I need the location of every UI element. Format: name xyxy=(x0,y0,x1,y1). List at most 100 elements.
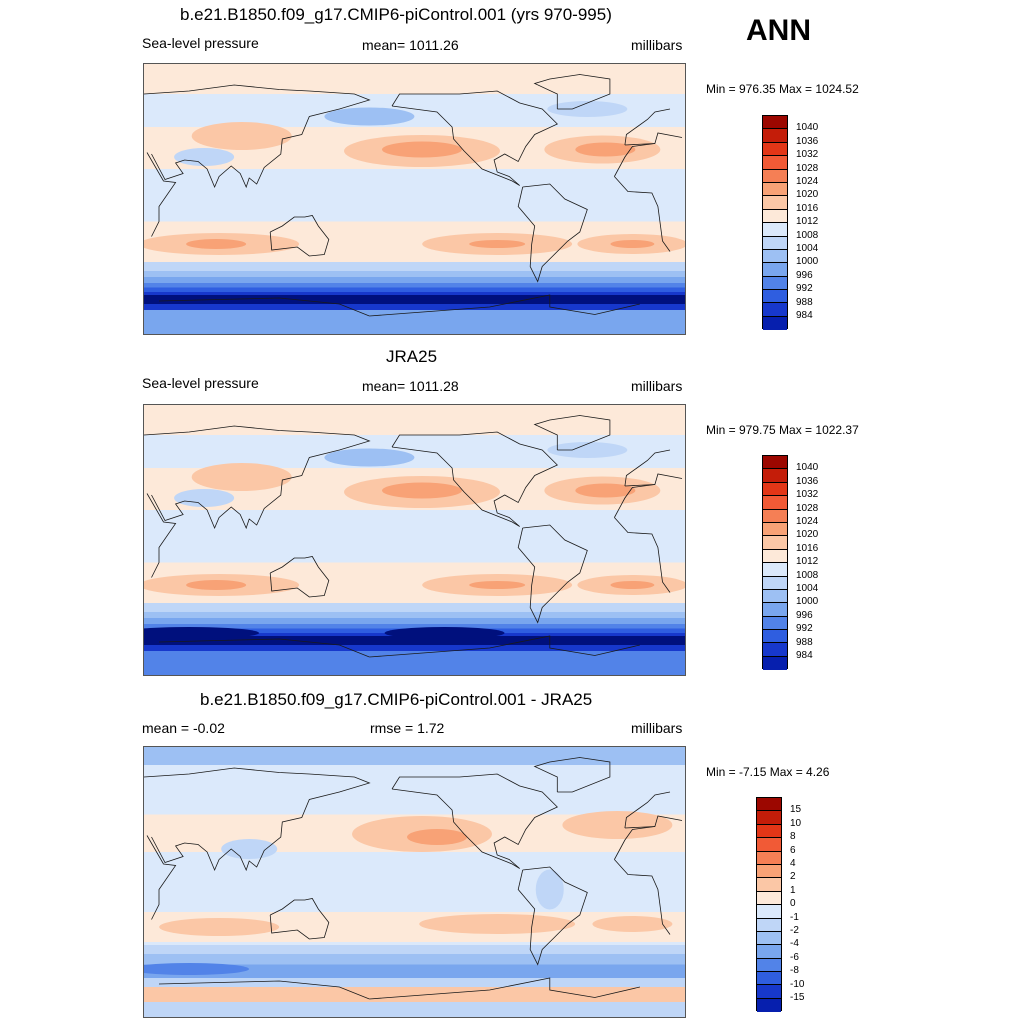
colorbar-swatch xyxy=(757,851,781,865)
panel-3-units-label: millibars xyxy=(631,720,683,736)
panel-1-map xyxy=(143,63,686,335)
africa-outline xyxy=(614,484,655,518)
colorbar-swatches xyxy=(756,797,782,1013)
southern-ocean-neg-2 xyxy=(144,954,685,965)
colorbar-tick-label: 984 xyxy=(796,650,813,661)
storm-track-band-4 xyxy=(144,624,685,629)
pacific-southern-negative xyxy=(409,967,510,977)
panel-1-minmax: Min = 976.35 Max = 1024.52 xyxy=(706,82,859,96)
colorbar-swatch xyxy=(757,918,781,932)
colorbar-tick-label: -4 xyxy=(790,938,799,950)
antarctic-low-west xyxy=(144,627,260,639)
aleutian-low xyxy=(324,448,415,467)
panel-2-map xyxy=(143,404,686,676)
asia-negative xyxy=(221,839,278,859)
storm-track-band-3 xyxy=(144,618,685,624)
colorbar-tick-label: 1008 xyxy=(796,229,819,241)
panel-3-title: b.e21.B1850.f09_g17.CMIP6-piControl.001 … xyxy=(200,690,593,709)
arctic-band xyxy=(144,64,685,94)
siberian-high xyxy=(191,463,292,491)
colorbar-tick-label: 1032 xyxy=(796,149,819,161)
north-america-outline xyxy=(391,431,558,527)
colorbar-swatch xyxy=(763,522,787,537)
colorbar-tick-label: 1024 xyxy=(796,176,819,187)
greenland-outline xyxy=(533,757,611,793)
colorbar-swatch xyxy=(757,811,781,825)
colorbar-swatch xyxy=(763,276,787,291)
indian-ocean-high-core xyxy=(186,580,247,590)
colorbar-swatch xyxy=(757,931,781,946)
colorbar-swatch xyxy=(763,643,787,657)
colorbar-tick-label: 8 xyxy=(790,831,796,843)
colorbar-swatch xyxy=(763,196,787,210)
colorbar-swatch xyxy=(763,656,787,671)
colorbar-swatch xyxy=(757,998,781,1013)
colorbar-swatch xyxy=(763,456,787,470)
colorbar-swatch xyxy=(763,563,787,577)
colorbar-swatch xyxy=(757,945,781,959)
storm-track-band-4 xyxy=(144,283,685,288)
greenland-outline xyxy=(533,74,611,110)
indian-ocean-positive xyxy=(159,918,280,936)
africa-outline xyxy=(614,143,655,177)
colorbar-tick-label: 1016 xyxy=(796,202,819,214)
antarctica-outline xyxy=(158,980,370,1000)
colorbar-tick-label: 1004 xyxy=(796,583,819,594)
southern-ocean-neg-4 xyxy=(144,978,685,987)
colorbar-tick-label: 1008 xyxy=(796,569,819,581)
colorbar-swatch xyxy=(763,116,787,130)
africa-outline xyxy=(146,152,177,237)
south-america-outline xyxy=(517,524,588,624)
africa-outline xyxy=(614,859,671,935)
panel-3-map xyxy=(143,746,686,1018)
eurasia-outline xyxy=(624,108,671,146)
eurasia-outline xyxy=(624,815,683,829)
colorbar-swatch xyxy=(763,263,787,277)
colorbar-tick-label: -8 xyxy=(790,965,799,977)
colorbar-tick-label: 1016 xyxy=(796,542,819,554)
eurasia-outline xyxy=(144,84,371,189)
australia-outline xyxy=(269,215,330,257)
antarctic-interior xyxy=(144,651,685,675)
panel-3-minmax: Min = -7.15 Max = 4.26 xyxy=(706,765,830,779)
colorbar-tick-label: 984 xyxy=(796,310,813,321)
panel-1-title: b.e21.B1850.f09_g17.CMIP6-piControl.001 … xyxy=(180,5,612,24)
colorbar-swatch xyxy=(763,129,787,143)
antarctica-outline xyxy=(369,977,640,1000)
antarctic-positive xyxy=(144,987,685,1002)
colorbar-tick-label: 1000 xyxy=(796,596,819,608)
colorbar-tick-label: 988 xyxy=(796,636,813,648)
north-pacific-high-core xyxy=(382,141,463,158)
south-pacific-high-core xyxy=(469,581,526,589)
colorbar-tick-label: 1000 xyxy=(796,256,819,268)
antarctica-outline xyxy=(369,294,640,317)
north-pacific-positive-core xyxy=(407,829,468,845)
indian-ocean-high-core xyxy=(186,239,247,249)
panel-1-map-svg xyxy=(144,64,685,334)
colorbar-swatch xyxy=(763,536,787,550)
colorbar-swatch xyxy=(763,482,787,497)
antarctica-outline xyxy=(158,638,370,658)
south-america-outline xyxy=(517,183,588,283)
colorbar-tick-label: -1 xyxy=(790,911,799,923)
colorbar-tick-label: -2 xyxy=(790,925,799,936)
colorbar-tick-label: 2 xyxy=(790,871,796,883)
colorbar-tick-label: -15 xyxy=(790,992,805,1003)
colorbar-swatch xyxy=(763,589,787,604)
panel-2-minmax: Min = 979.75 Max = 1022.37 xyxy=(706,423,859,437)
icelandic-low xyxy=(547,442,628,458)
arctic-band xyxy=(144,405,685,435)
colorbar-swatches xyxy=(762,455,788,671)
season-label: ANN xyxy=(746,14,811,47)
colorbar-swatch xyxy=(763,142,787,157)
colorbar-tick-label: 1028 xyxy=(796,162,819,174)
aleutian-low xyxy=(324,107,415,126)
colorbar-swatch xyxy=(757,905,781,919)
colorbar-tick-label: 15 xyxy=(790,804,802,816)
colorbar-swatch xyxy=(763,316,787,331)
colorbar-swatch xyxy=(763,290,787,304)
colorbar-swatches xyxy=(762,115,788,331)
azores-high-core xyxy=(575,483,636,498)
colorbar-swatch xyxy=(763,236,787,250)
colorbar-swatch xyxy=(757,798,781,812)
